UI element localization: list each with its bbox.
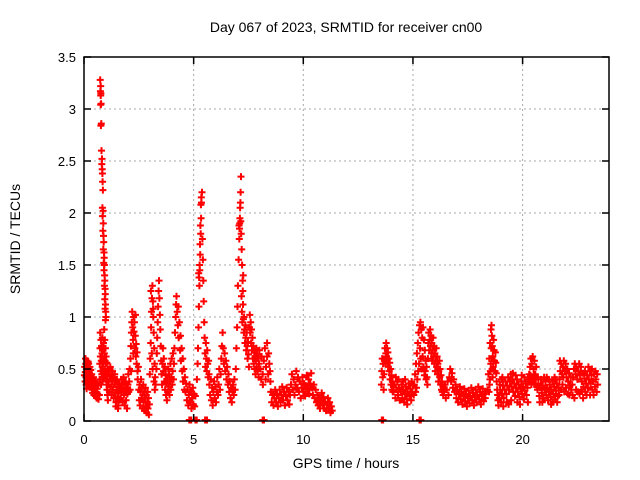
gridlines [84, 57, 609, 421]
tick-labels: 0 0.5 1 1.5 2 2.5 3 3.5 0 5 10 15 20 [58, 50, 530, 447]
y-tick-label: 2 [69, 206, 76, 221]
x-tick-label: 5 [190, 432, 197, 447]
y-tick-label: 3.5 [58, 50, 76, 65]
axes-and-ticks [83, 56, 610, 422]
y-axis-label: SRMTID / TECUs [7, 184, 23, 294]
x-tick-label: 0 [80, 432, 87, 447]
y-tick-label: 2.5 [58, 154, 76, 169]
x-tick-label: 10 [296, 432, 310, 447]
chart-title: Day 067 of 2023, SRMTID for receiver cn0… [210, 19, 483, 35]
x-tick-label: 15 [406, 432, 420, 447]
y-tick-label: 3 [69, 102, 76, 117]
y-tick-label: 1.5 [58, 258, 76, 273]
y-tick-label: 1 [69, 310, 76, 325]
y-tick-label: 0.5 [58, 362, 76, 377]
y-tick-label: 0 [69, 414, 76, 429]
x-tick-label: 20 [515, 432, 529, 447]
x-axis-label: GPS time / hours [293, 455, 400, 471]
